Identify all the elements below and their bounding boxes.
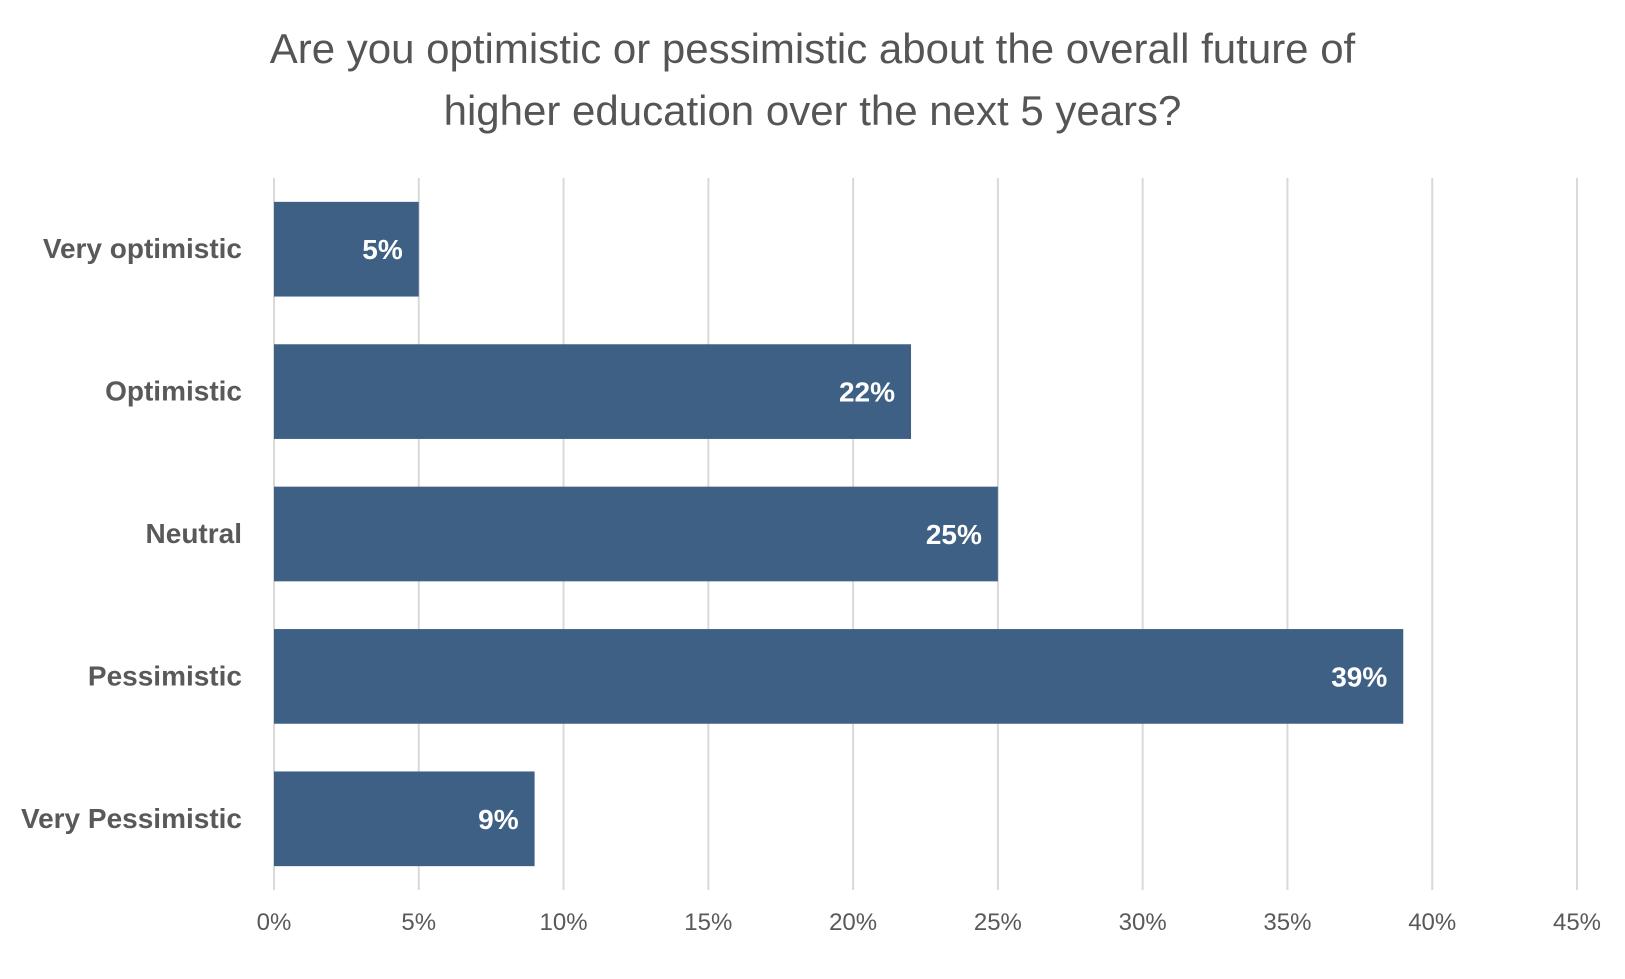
data-label: 9%	[478, 804, 519, 835]
chart-title: Are you optimistic or pessimistic about …	[0, 18, 1625, 142]
category-label: Very optimistic	[43, 233, 242, 264]
x-tick-label: 30%	[1119, 909, 1167, 936]
chart-title-line-1: Are you optimistic or pessimistic about …	[269, 25, 1356, 72]
x-tick-label: 25%	[974, 909, 1022, 936]
x-tick-label: 5%	[401, 909, 436, 936]
bar	[274, 344, 912, 439]
x-tick-label: 35%	[1263, 909, 1311, 936]
x-tick-label: 0%	[257, 909, 292, 936]
bar	[274, 771, 535, 867]
category-label: Neutral	[146, 518, 242, 549]
category-label: Optimistic	[105, 376, 242, 407]
x-tick-label: 15%	[684, 909, 732, 936]
x-tick-label: 45%	[1553, 909, 1601, 936]
chart-title-line-2: higher education over the next 5 years?	[443, 87, 1182, 134]
bar	[274, 629, 1404, 724]
bar	[274, 486, 998, 582]
x-tick-label: 40%	[1408, 909, 1456, 936]
bar	[274, 201, 419, 297]
x-tick-label: 20%	[829, 909, 877, 936]
data-label: 25%	[926, 519, 982, 550]
category-label: Very Pessimistic	[21, 803, 242, 834]
category-label: Pessimistic	[88, 660, 242, 691]
x-tick-label: 10%	[540, 909, 588, 936]
data-label: 22%	[839, 377, 895, 408]
data-label: 39%	[1331, 661, 1387, 692]
data-label: 5%	[362, 234, 403, 265]
